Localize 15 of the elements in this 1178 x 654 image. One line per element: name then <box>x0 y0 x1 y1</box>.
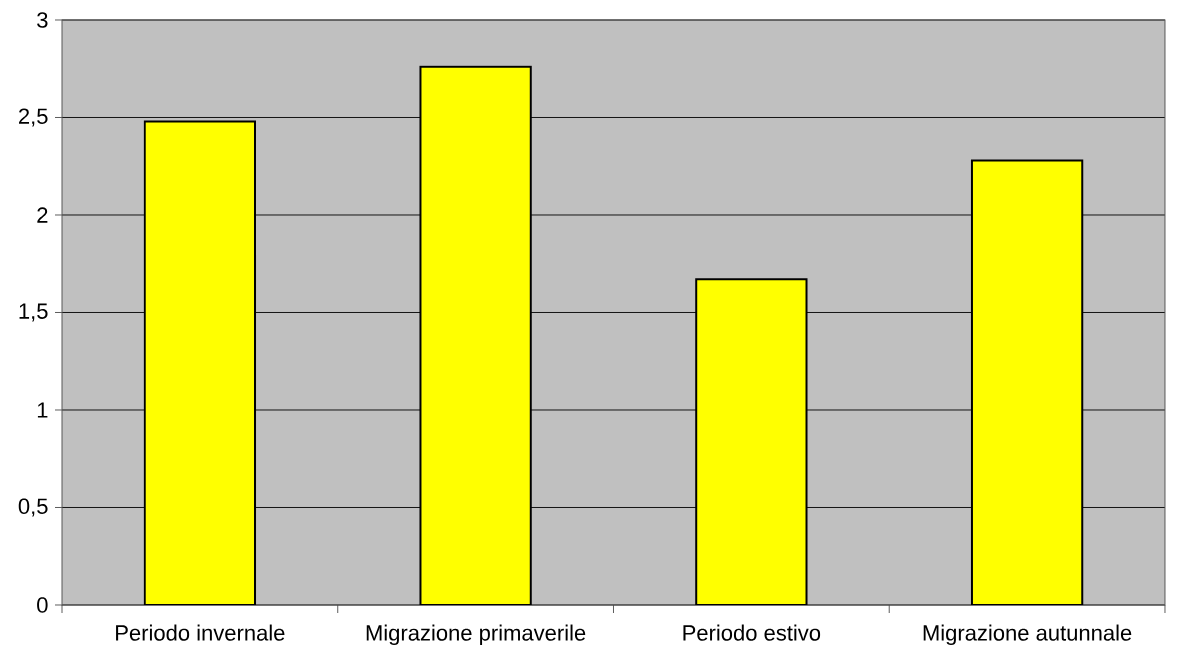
bar <box>970 159 1084 605</box>
bar <box>419 65 532 605</box>
y-tick-label: 2,5 <box>19 108 48 127</box>
y-tick-label: 0 <box>37 597 48 613</box>
bar <box>695 278 808 605</box>
y-tick-label: 1 <box>37 402 48 418</box>
y-tick-label: 0,5 <box>18 498 48 517</box>
bar <box>143 120 257 605</box>
y-tick-label: 3 <box>37 12 48 28</box>
y-tick-label: 1,5 <box>19 303 48 322</box>
x-tick-label: Migrazione autunnale <box>923 624 1132 646</box>
x-tick-label: Periodo invernale <box>116 624 285 641</box>
x-tick-label: Periodo estivo <box>683 624 821 641</box>
y-tick-label: 2 <box>37 207 48 223</box>
x-tick-label: Migrazione primaverile <box>366 624 586 646</box>
